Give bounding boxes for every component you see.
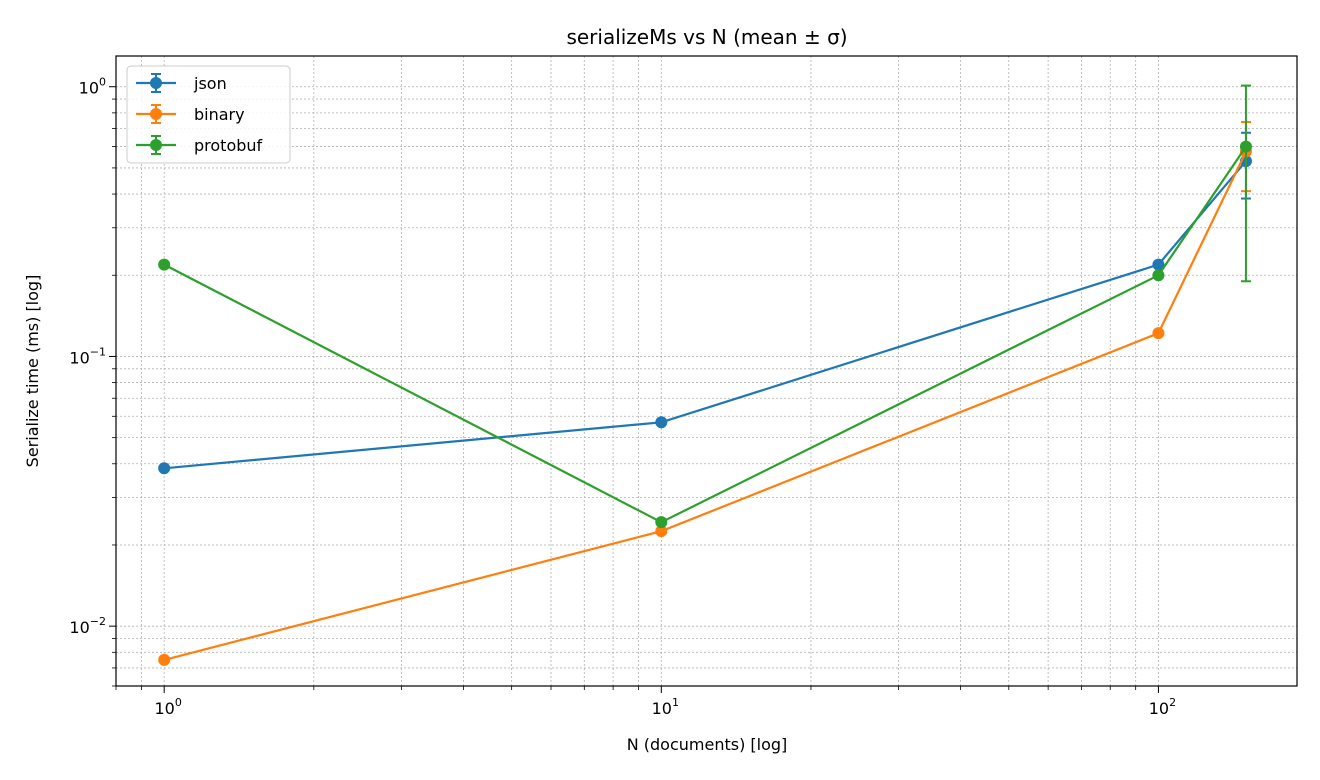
series-protobuf (158, 84, 1252, 529)
x-tick-label: 101 (652, 696, 679, 718)
binary-point (1152, 327, 1165, 340)
plot-frame (115, 55, 1298, 687)
y-tick-label: 10−1 (69, 345, 106, 367)
legend-entry-json: json (136, 73, 227, 93)
protobuf-point (1239, 140, 1252, 153)
legend-entry-protobuf: protobuf (136, 135, 263, 155)
legend-label: json (193, 74, 227, 93)
series-layer (158, 84, 1252, 666)
protobuf-point (158, 258, 171, 271)
y-tick-label: 100 (79, 76, 106, 98)
y-axis-label: Serialize time (ms) [log] (23, 275, 42, 468)
json-point (655, 416, 668, 429)
legend-label: binary (194, 105, 245, 124)
binary-point (158, 653, 171, 666)
legend-marker (150, 77, 162, 89)
binary-line (163, 151, 1247, 661)
legend-marker (150, 108, 162, 120)
legend: json binary protobuf (126, 65, 291, 164)
x-tick-label: 102 (1149, 696, 1176, 718)
x-tick-label: 100 (154, 696, 181, 718)
ticks: 100 101 102 10−2 10−1 100 (69, 76, 1176, 718)
x-axis-label: N (documents) [log] (627, 735, 788, 754)
legend-entry-binary: binary (136, 104, 245, 124)
chart-title: serializeMs vs N (mean ± σ) (566, 25, 847, 49)
y-tick-label: 10−2 (69, 615, 106, 637)
binary-point (655, 525, 668, 538)
json-point (158, 462, 171, 475)
protobuf-point (1152, 269, 1165, 282)
protobuf-point (655, 516, 668, 529)
json-point (1152, 258, 1165, 271)
protobuf-line (163, 145, 1247, 524)
legend-marker (150, 139, 162, 151)
legend-box (126, 65, 291, 164)
legend-label: protobuf (194, 136, 263, 155)
